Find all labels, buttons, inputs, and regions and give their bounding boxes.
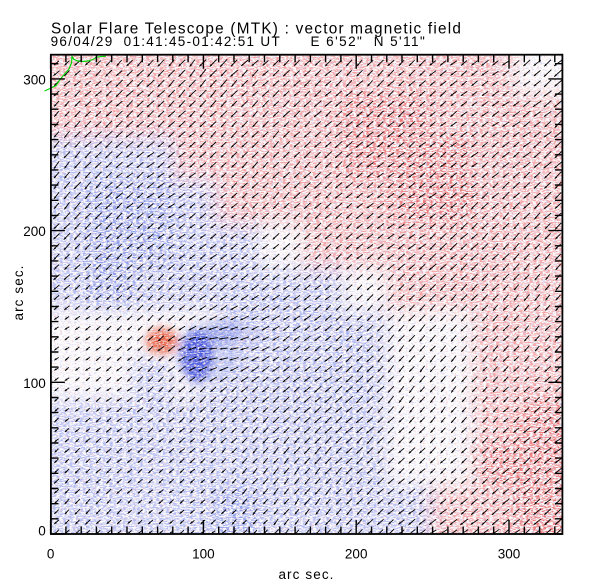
svg-text:96/04/29 01:41:45-01:42:51 UT: 96/04/29 01:41:45-01:42:51 UT <box>51 34 281 49</box>
svg-text:300: 300 <box>23 73 46 88</box>
svg-text:200: 200 <box>345 546 368 561</box>
svg-text:200: 200 <box>23 224 46 239</box>
svg-text:E 6'52" N 5'11": E 6'52" N 5'11" <box>311 34 427 49</box>
svg-text:arc sec.: arc sec. <box>11 264 26 320</box>
svg-text:arc sec.: arc sec. <box>278 567 334 582</box>
svg-text:Solar Flare Telescope (MTK) :: Solar Flare Telescope (MTK) : vector mag… <box>51 20 462 37</box>
svg-text:0: 0 <box>47 546 55 561</box>
svg-text:100: 100 <box>192 546 215 561</box>
svg-text:300: 300 <box>498 546 521 561</box>
svg-text:0: 0 <box>38 524 46 539</box>
svg-text:100: 100 <box>23 376 46 391</box>
